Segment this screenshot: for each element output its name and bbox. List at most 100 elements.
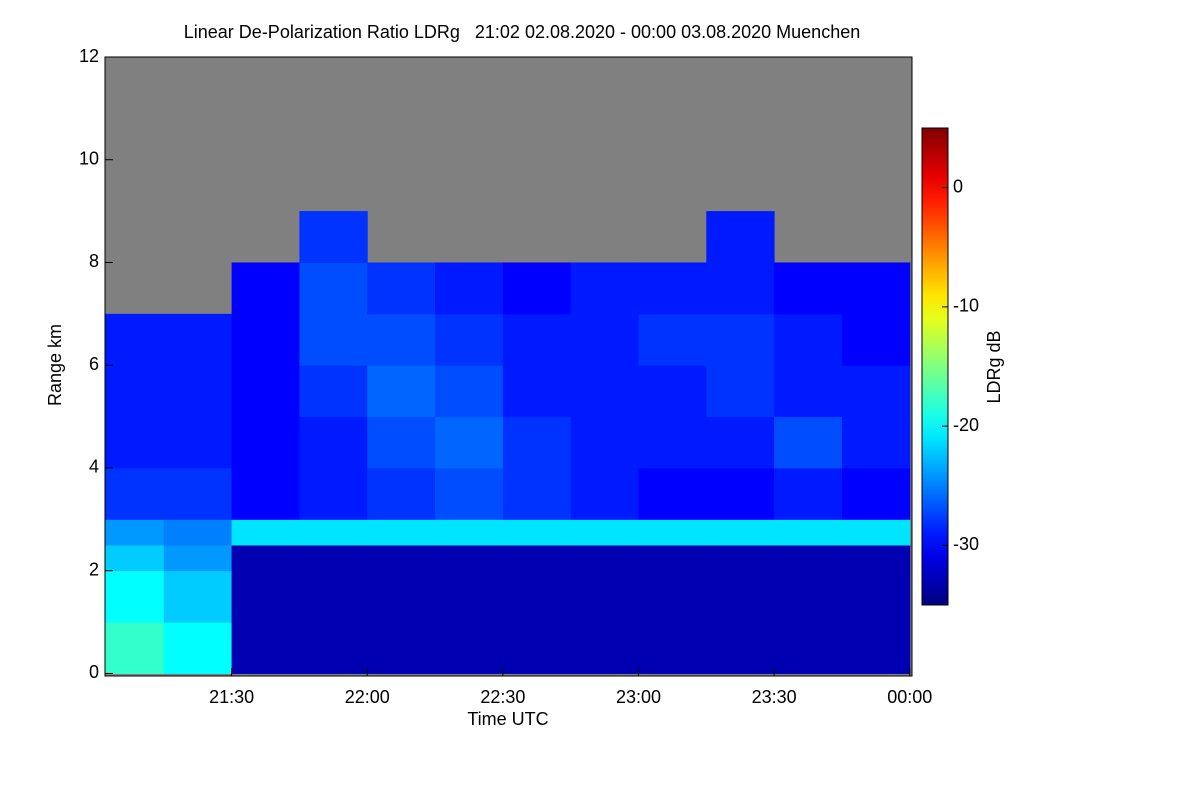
heatmap-cell <box>367 365 436 418</box>
heatmap-cell <box>231 570 300 623</box>
heatmap-cell <box>570 622 639 674</box>
heatmap-cell <box>163 570 233 623</box>
heatmap-cell <box>163 313 233 366</box>
heatmap-cell <box>841 622 911 674</box>
heatmap-cell <box>105 313 165 366</box>
heatmap-cell <box>231 416 300 469</box>
heatmap-cell <box>163 545 233 572</box>
y-tick-label: 0 <box>89 662 99 682</box>
heatmap-cell <box>299 570 368 623</box>
heatmap-cell <box>502 467 572 520</box>
y-tick-label: 10 <box>79 148 99 168</box>
heatmap-cell <box>231 519 300 546</box>
heatmap-cell <box>105 519 165 546</box>
heatmap-cell <box>570 467 639 520</box>
heatmap-cell <box>435 467 504 520</box>
heatmap-cell <box>502 622 572 674</box>
heatmap-cell <box>299 622 368 674</box>
heatmap-cell <box>502 519 572 546</box>
heatmap-cell <box>570 519 639 546</box>
heatmap-cell <box>706 211 775 263</box>
colorbar-tick-label: -30 <box>953 534 979 554</box>
heatmap-cell <box>105 467 165 520</box>
heatmap-cell <box>774 545 843 572</box>
x-tick-label: 22:30 <box>480 687 525 707</box>
heatmap-cell <box>231 622 300 674</box>
heatmap-cell <box>367 467 436 520</box>
x-tick-label: 22:00 <box>345 687 390 707</box>
heatmap-cell <box>774 570 843 623</box>
heatmap-cell <box>367 570 436 623</box>
heatmap-cell <box>299 416 368 469</box>
heatmap-cell <box>231 365 300 418</box>
colorbar-tick-label: 0 <box>953 176 963 196</box>
heatmap-cell <box>706 262 775 315</box>
heatmap-cell <box>570 570 639 623</box>
heatmap-cell <box>570 313 639 366</box>
heatmap-cell <box>502 416 572 469</box>
x-tick-label: 23:00 <box>616 687 661 707</box>
heatmap-cell <box>706 545 775 572</box>
heatmap-cell <box>706 570 775 623</box>
heatmap-cell <box>231 467 300 520</box>
y-tick-label: 12 <box>79 46 99 66</box>
heatmap-cell <box>774 262 843 315</box>
heatmap-cell <box>570 262 639 315</box>
heatmap-cell <box>367 622 436 674</box>
heatmap-cell <box>774 467 843 520</box>
heatmap-cell <box>367 262 436 315</box>
heatmap-cell <box>638 365 707 418</box>
heatmap-cell <box>570 365 639 418</box>
heatmap-cell <box>638 467 707 520</box>
heatmap-cell <box>367 313 436 366</box>
heatmap-cell <box>435 622 504 674</box>
heatmap-cell <box>163 416 233 469</box>
heatmap-cell <box>706 519 775 546</box>
x-tick-label: 00:00 <box>887 687 932 707</box>
x-tick-label: 21:30 <box>209 687 254 707</box>
heatmap-cell <box>105 365 165 418</box>
heatmap-cell <box>841 570 911 623</box>
heatmap-cell <box>299 467 368 520</box>
heatmap-cell <box>502 365 572 418</box>
heatmap-cell <box>570 545 639 572</box>
heatmap-cell <box>774 519 843 546</box>
heatmap-cell <box>105 622 165 674</box>
heatmap-cell <box>299 519 368 546</box>
heatmap-cell <box>435 570 504 623</box>
heatmap-cell <box>774 313 843 366</box>
heatmap-cell <box>706 467 775 520</box>
colorbar-tick-label: -10 <box>953 296 979 316</box>
heatmap-cell <box>435 416 504 469</box>
heatmap-cell <box>163 519 233 546</box>
heatmap-cell <box>299 313 368 366</box>
heatmap-cell <box>105 416 165 469</box>
heatmap-cell <box>638 545 707 572</box>
heatmap-cell <box>638 262 707 315</box>
heatmap-cell <box>435 545 504 572</box>
heatmap-cell <box>841 519 911 546</box>
heatmap-cell <box>502 570 572 623</box>
heatmap-cell <box>841 416 911 469</box>
heatmap-cell <box>774 416 843 469</box>
heatmap-cell <box>231 545 300 572</box>
y-tick-label: 2 <box>89 559 99 579</box>
plot-frame <box>104 56 913 677</box>
heatmap-cell <box>638 570 707 623</box>
heatmap-cell <box>435 313 504 366</box>
heatmap-cell <box>231 262 300 315</box>
heatmap-cell <box>638 519 707 546</box>
heatmap-cell <box>841 545 911 572</box>
y-tick-label: 6 <box>89 354 99 374</box>
heatmap-cell <box>774 622 843 674</box>
heatmap-cell <box>638 313 707 366</box>
heatmap-cell <box>231 313 300 366</box>
colorbar-tick-label: -20 <box>953 415 979 435</box>
x-axis-label: Time UTC <box>467 709 548 729</box>
heatmap-cell <box>105 545 165 572</box>
heatmap-cell <box>706 622 775 674</box>
heatmap-cell <box>502 545 572 572</box>
heatmap-cell <box>706 365 775 418</box>
heatmap-cell <box>105 570 165 623</box>
